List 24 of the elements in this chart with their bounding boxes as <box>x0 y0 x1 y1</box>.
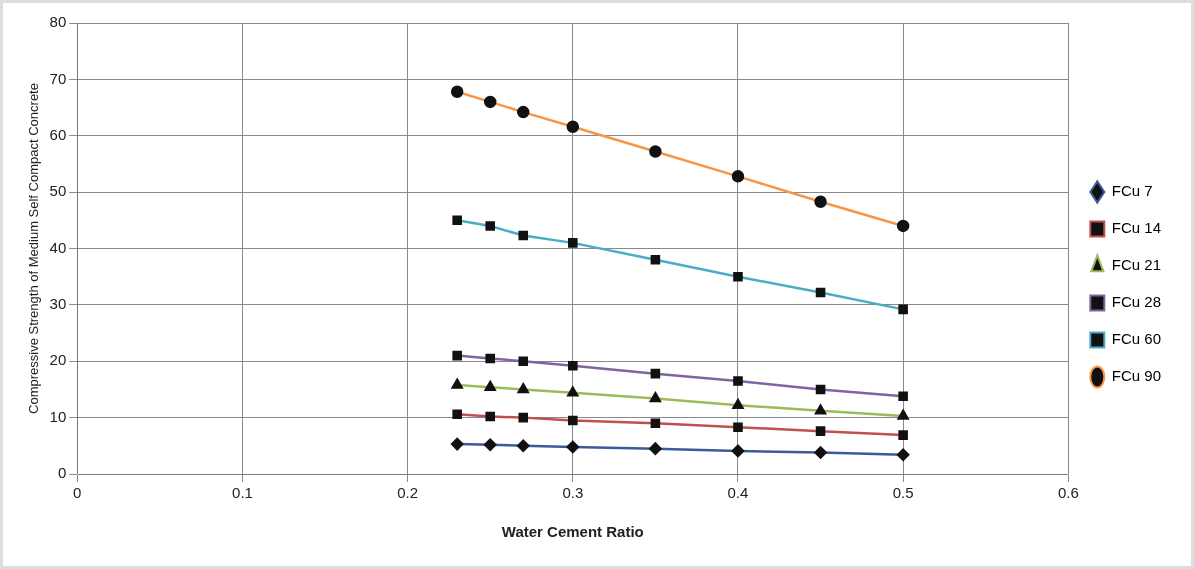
x-tick-label: 0.4 <box>727 484 749 502</box>
y-tick-label: 10 <box>49 407 67 425</box>
legend-label: FCu 21 <box>1111 256 1162 274</box>
y-tick-label: 80 <box>49 13 67 31</box>
y-tick-label: 30 <box>49 295 67 313</box>
x-tick-label: 0.5 <box>892 484 914 502</box>
y-tick-label: 70 <box>49 69 67 87</box>
x-axis-title: Water Cement Ratio <box>501 523 644 541</box>
x-tick-label: 0.3 <box>562 484 584 502</box>
legend-label: FCu 14 <box>1111 219 1162 237</box>
legend-label: FCu 60 <box>1111 330 1162 348</box>
y-tick-label: 40 <box>49 238 67 256</box>
legend-label: FCu 7 <box>1111 182 1153 200</box>
x-tick-label: 0.2 <box>397 484 419 502</box>
x-tick-label: 0.1 <box>232 484 253 502</box>
x-tick-label: 0 <box>73 484 82 502</box>
x-tick-label: 0.6 <box>1057 484 1079 502</box>
y-tick-label: 0 <box>57 464 67 482</box>
y-tick-label: 60 <box>49 125 67 143</box>
legend-label: FCu 28 <box>1111 293 1162 311</box>
y-tick-label: 20 <box>49 351 67 369</box>
y-tick-label: 50 <box>49 182 67 200</box>
legend-label: FCu 90 <box>1111 367 1162 385</box>
y-axis-title: Compressive Strength of Medium Self Compact Concrete <box>26 83 42 414</box>
